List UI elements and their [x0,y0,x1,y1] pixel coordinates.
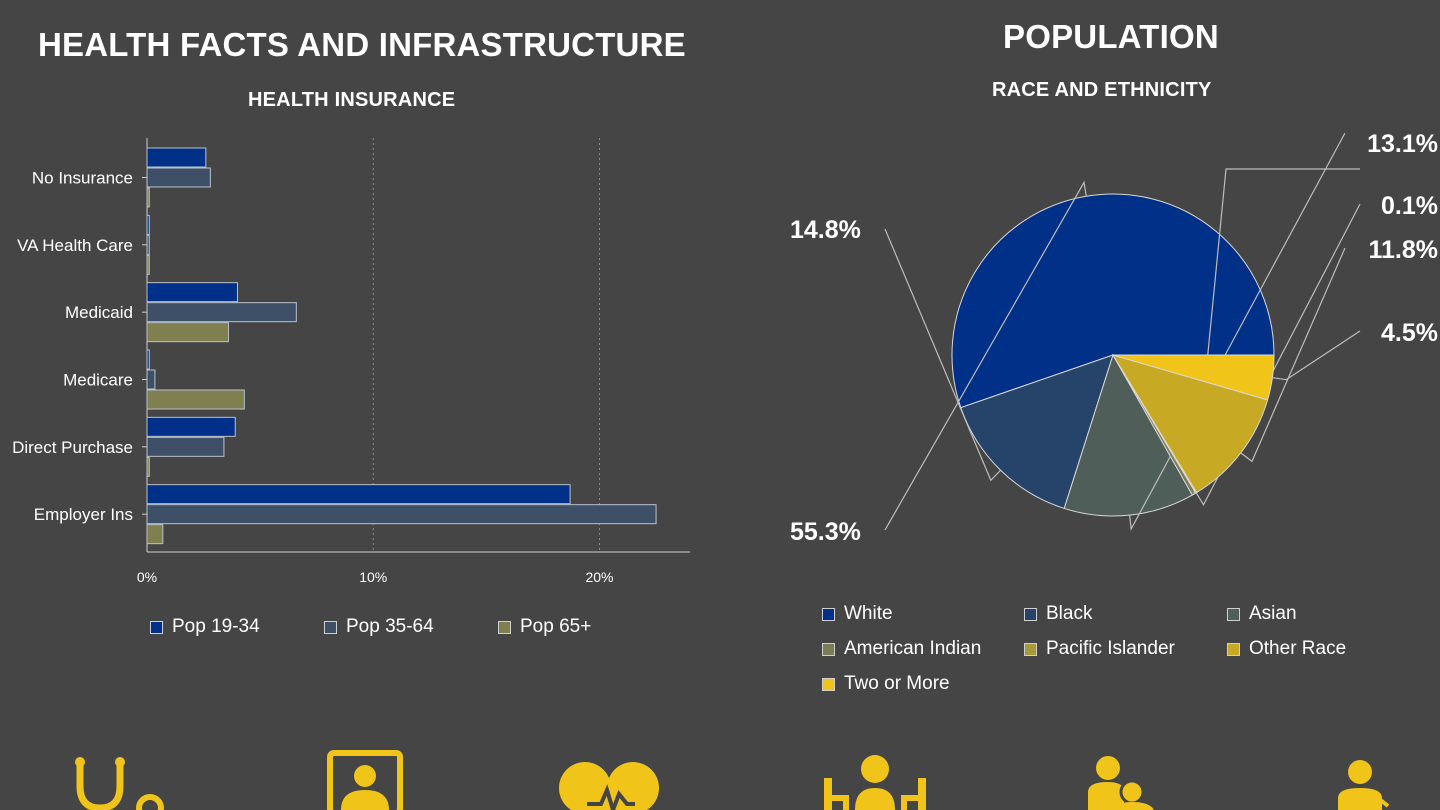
x-tick-label: 10% [359,569,387,585]
bar-no-insurance-pop-19-34 [146,147,207,168]
legend-label: Pop 19-34 [172,616,260,637]
category-label-no-insurance: No Insurance [32,169,133,188]
legend-item-white[interactable]: White [822,603,893,625]
legend-label: White [844,603,893,624]
race-ethnicity-subtitle: RACE AND ETHNICITY [992,79,1212,101]
legend-swatch [822,607,835,621]
x-tick-label: 20% [585,569,613,585]
legend-item-pacific-islander[interactable]: Pacific Islander [1024,638,1175,660]
legend-item-pop-65[interactable]: Pop 65+ [498,616,591,638]
leader-line-white [884,180,1087,531]
heart-pulse-icon [559,762,659,810]
bar-va-health-care-pop-19-34 [146,214,150,235]
pie-label-pacific-islander: 0.1% [1381,192,1438,220]
bar-direct-purchase-pop-19-34 [146,416,236,437]
pie-label-black: 14.8% [790,216,861,244]
group-meeting-icon [824,755,926,810]
bar-medicaid-pop-19-34 [146,282,238,303]
bar-employer-ins-pop-35-64 [146,504,657,525]
bar-medicare-pop-35-64 [146,369,156,390]
pie-label-white: 55.3% [790,518,861,546]
bar-medicare-pop-65 [146,389,245,410]
bar-employer-ins-pop-19-34 [146,484,571,505]
race-ethnicity-pie-chart: 55.3% 14.8% 13.1% 0.1% 11.8% 4.5% [790,130,1438,546]
leader-line-pacific-islander [1195,203,1361,507]
legend-swatch [822,677,835,691]
bar-medicare-pop-19-34 [146,349,150,370]
legend-label: Pop 35-64 [346,616,434,637]
pie-label-asian: 13.1% [1367,130,1438,158]
leader-line-two-or-more [1272,330,1361,381]
health-insurance-subtitle: HEALTH INSURANCE [248,89,456,111]
legend-item-american-indian[interactable]: American Indian [822,638,981,660]
legend-label: Pacific Islander [1046,638,1175,659]
leader-line-other-race [1240,247,1346,463]
bar-direct-purchase-pop-65 [146,456,150,477]
bar-medicaid-pop-65 [146,322,229,343]
leader-line-asian [1129,132,1346,532]
legend-label: Two or More [844,673,950,694]
legend-swatch [1227,642,1240,656]
bar-employer-ins-pop-65 [146,524,164,545]
legend-label: Other Race [1249,638,1347,659]
category-label-direct-purchase: Direct Purchase [12,438,133,457]
stethoscope-icon [75,757,164,810]
legend-swatch [150,620,163,634]
legend-item-two-or-more[interactable]: Two or More [822,673,950,695]
legend-swatch [498,620,511,634]
legend-label: Pop 65+ [520,616,592,637]
health-facts-title: HEALTH FACTS AND INFRASTRUCTURE [38,26,686,63]
category-label-medicaid: Medicaid [65,303,133,322]
legend-item-pop-35-64[interactable]: Pop 35-64 [324,616,434,638]
legend-item-pop-19-34[interactable]: Pop 19-34 [150,616,260,638]
parent-child-icon [1088,756,1154,810]
pie-label-two-or-more: 4.5% [1381,319,1438,347]
person-icon [1338,760,1390,810]
legend-swatch [1024,607,1037,621]
legend-swatch [1227,607,1240,621]
bar-no-insurance-pop-65 [146,187,150,208]
legend-swatch [324,620,337,634]
doctor-screen-icon [327,750,403,810]
pie-slice-white [951,193,1275,409]
legend-swatch [822,642,835,656]
legend-swatch [1024,642,1037,656]
pie-label-other-race: 11.8% [1368,236,1438,264]
category-label-employer-ins: Employer Ins [34,505,133,524]
bar-medicaid-pop-35-64 [146,302,297,323]
legend-item-asian[interactable]: Asian [1227,603,1297,625]
legend-label: Asian [1249,603,1297,624]
leader-line-black [884,228,1002,482]
health-insurance-bar-chart: 0% 10% 20% No Insurance VA Health Care Medica… [12,138,690,585]
bar-direct-purchase-pop-35-64 [146,436,225,457]
legend-label: Black [1046,603,1093,624]
category-label-medicare: Medicare [63,371,133,390]
population-title: POPULATION [1003,18,1219,55]
bar-no-insurance-pop-35-64 [146,167,211,188]
legend-item-black[interactable]: Black [1024,603,1092,625]
legend-item-other-race[interactable]: Other Race [1227,638,1346,660]
bar-va-health-care-pop-35-64 [146,234,150,255]
category-label-va-health-care: VA Health Care [17,236,133,255]
pie-slice-two-or-more [1112,354,1275,401]
x-tick-label: 0% [137,569,157,585]
legend-label: American Indian [844,638,982,659]
bar-va-health-care-pop-65 [146,254,150,275]
